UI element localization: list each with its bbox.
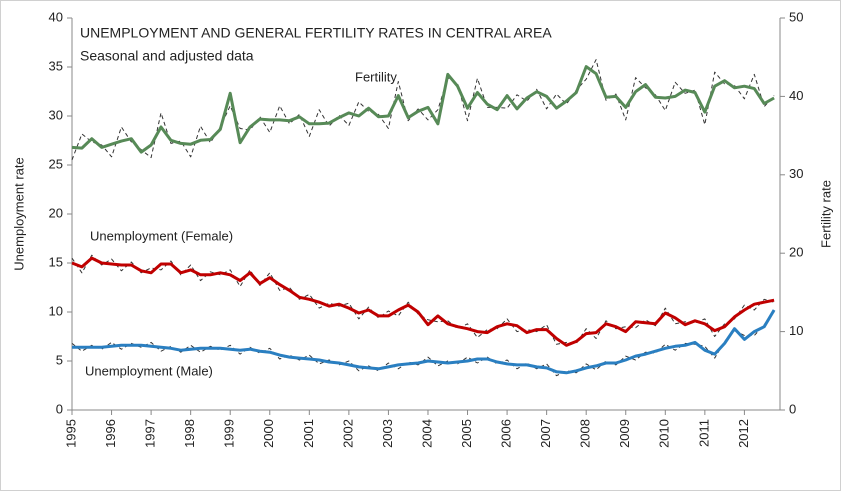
y2-tick-label: 20 [789, 245, 803, 260]
adjusted-line [71, 256, 775, 347]
x-tick-label: 2003 [380, 419, 395, 448]
x-tick-label: 2001 [301, 419, 316, 448]
y-tick-label: 10 [49, 303, 63, 318]
x-tick-label: 2002 [340, 419, 355, 448]
x-tick-label: 2010 [657, 419, 672, 448]
y2-tick-label: 40 [789, 88, 803, 103]
adjusted-line [72, 309, 776, 375]
y2-axis-label: Fertility rate [818, 180, 833, 248]
y2-tick-label: 30 [789, 166, 803, 181]
y-axis-label: Unemployment rate [11, 157, 26, 270]
x-tick-label: 2007 [538, 419, 553, 448]
series-label: Fertility [355, 69, 397, 84]
x-tick-label: 2000 [261, 419, 276, 448]
x-tick-label: 1996 [103, 419, 118, 448]
y-tick-label: 5 [56, 352, 63, 367]
y-tick-label: 30 [49, 107, 63, 122]
y-tick-label: 20 [49, 205, 63, 220]
x-tick-label: 1997 [143, 419, 158, 448]
adjusted-line [71, 65, 775, 154]
y-tick-label: 0 [56, 401, 63, 416]
x-tick-label: 2011 [696, 419, 711, 447]
x-tick-label: 2008 [578, 419, 593, 448]
y2-tick-label: 50 [789, 9, 803, 24]
y2-tick-label: 10 [789, 323, 803, 338]
x-tick-label: 1995 [63, 419, 78, 448]
series-label: Unemployment (Male) [85, 363, 213, 378]
y-tick-label: 25 [49, 156, 63, 171]
x-tick-label: 1999 [222, 419, 237, 448]
y-tick-label: 35 [49, 58, 63, 73]
x-tick-label: 2006 [499, 419, 514, 448]
series-label: Unemployment (Female) [90, 228, 233, 243]
y-tick-label: 15 [49, 254, 63, 269]
x-tick-label: 2012 [736, 419, 751, 448]
x-tick-label: 1998 [182, 419, 197, 448]
x-tick-label: 2004 [419, 419, 434, 448]
x-tick-label: 2009 [617, 419, 632, 448]
y2-tick-label: 0 [789, 401, 796, 416]
chart-title: UNEMPLOYMENT AND GENERAL FERTILITY RATES… [80, 25, 552, 41]
y-tick-label: 40 [49, 9, 63, 24]
x-tick-label: 2005 [459, 419, 474, 448]
chart-subtitle: Seasonal and adjusted data [80, 48, 254, 64]
